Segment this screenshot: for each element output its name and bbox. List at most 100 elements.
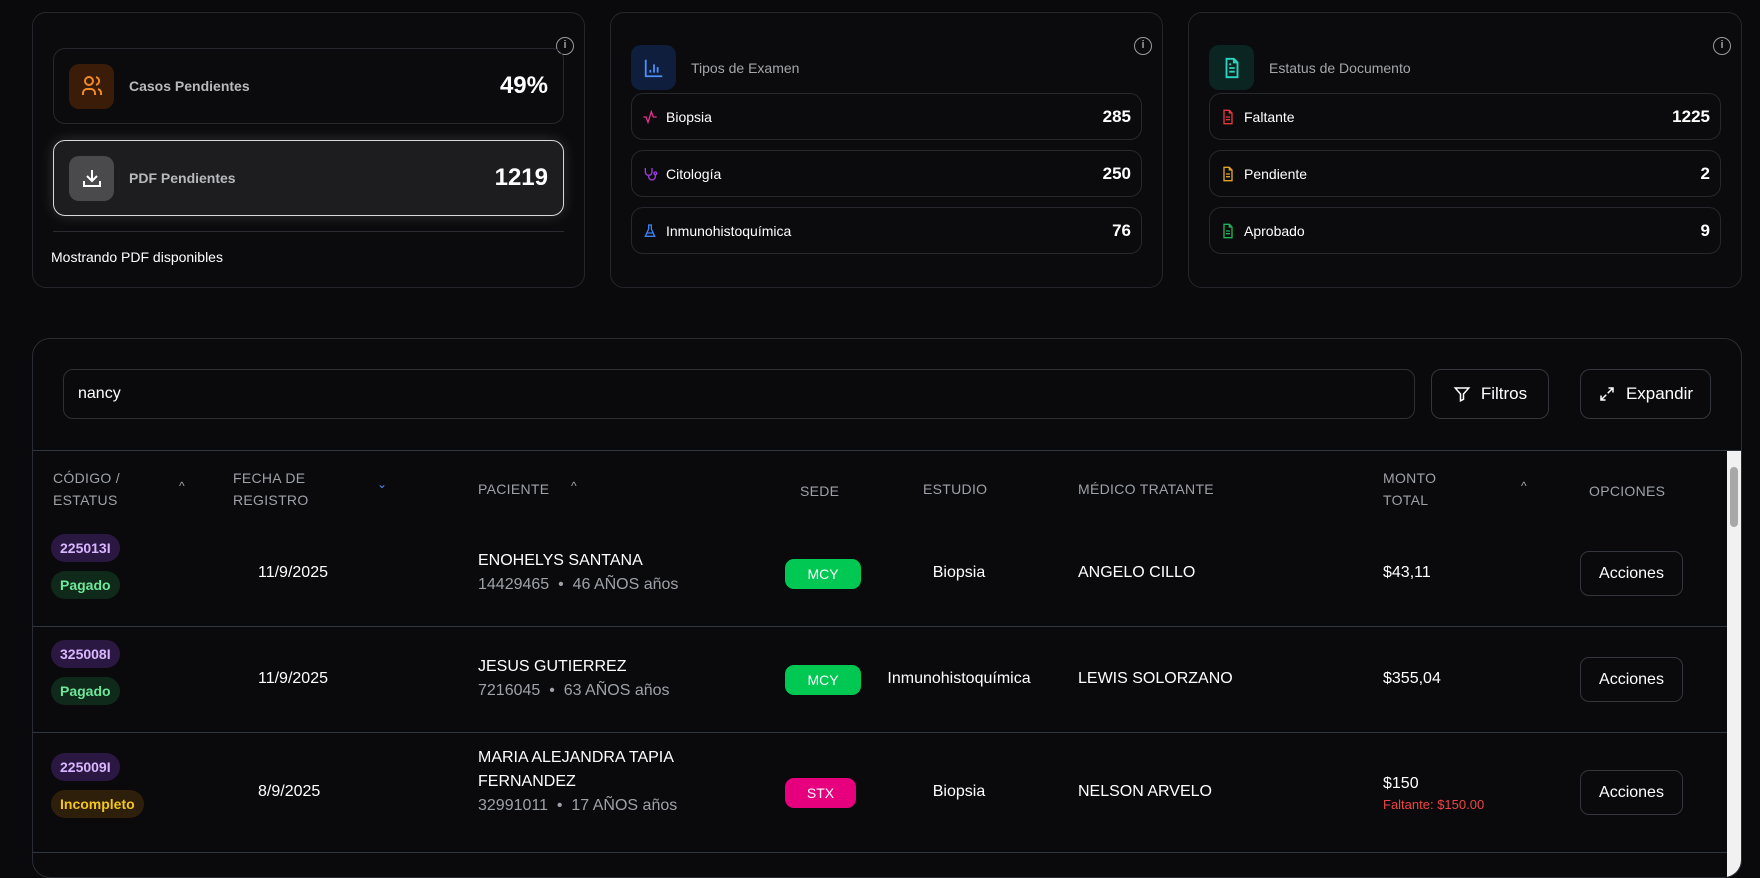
doc-status-pendiente[interactable]: Pendiente 2 [1209,150,1721,197]
patient-id: 14429465 [478,576,550,593]
filter-icon [1453,387,1471,402]
amount-missing: Faltante: $150.00 [1383,797,1485,812]
patient-age: 63 AÑOS años [563,682,670,699]
filters-button[interactable]: Filtros [1431,369,1549,419]
card-title: Estatus de Documento [1269,59,1411,76]
file-icon [1223,223,1233,238]
date: 11/9/2025 [258,670,328,687]
case-code-badge: 225009I [51,753,120,781]
table-row[interactable]: 225013I Pagado 11/9/2025 ENOHELYS SANTAN… [33,521,1729,627]
sort-up-icon[interactable]: ^ [179,479,185,493]
file-icon [1223,109,1233,124]
exam-type-biopsia[interactable]: Biopsia 285 [631,93,1142,140]
doctor: ANGELO CILLO [1078,564,1196,581]
scrollbar[interactable] [1727,451,1741,877]
stat-label: Casos Pendientes [129,78,250,94]
amount: $43,11 [1383,564,1431,581]
info-icon[interactable]: i [1713,37,1731,55]
doc-status-faltante[interactable]: Faltante 1225 [1209,93,1721,140]
date: 8/9/2025 [258,783,321,800]
col-codigo[interactable]: CÓDIGO / ESTATUS [53,470,120,508]
exam-count: 250 [1102,163,1131,183]
doc-label: Aprobado [1244,222,1305,239]
info-icon[interactable]: i [556,37,574,55]
sort-up-icon[interactable]: ^ [1521,479,1527,493]
exam-count: 76 [1112,220,1131,240]
exam-types-card: i Tipos de Examen Biopsia 285 Citología … [610,12,1163,288]
exam-type-citologia[interactable]: Citología 250 [631,150,1142,197]
exam-label: Inmunohistoquímica [666,222,792,239]
doctor: NELSON ARVELO [1078,783,1212,800]
exam-label: Biopsia [666,108,712,125]
stat-value: 1219 [494,164,548,191]
stethoscope-icon [644,167,658,181]
exam-type-inmuno[interactable]: Inmunohistoquímica 76 [631,207,1142,254]
document-status-card: i Estatus de Documento Faltante 1225 Pen… [1188,12,1742,288]
download-icon [69,155,114,201]
casos-pendientes-stat[interactable]: Casos Pendientes 49% [53,48,564,124]
doc-count: 1225 [1672,106,1710,126]
sort-up-icon[interactable]: ^ [571,479,577,493]
actions-button[interactable]: Acciones [1580,551,1683,596]
patient-id: 7216045 [478,682,541,699]
table-row[interactable]: 325008I Pagado 11/9/2025 JESUS GUTIERREZ… [33,627,1729,733]
doc-count: 9 [1700,220,1710,240]
file-text-icon [1209,45,1254,90]
col-estudio: ESTUDIO [923,481,988,497]
status-badge: Incompleto [51,790,144,818]
amount: $355,04 [1383,670,1441,687]
col-paciente[interactable]: PACIENTE [478,481,550,497]
divider [53,231,564,232]
users-icon [69,63,114,109]
patient-name: JESUS GUTIERREZ [478,658,627,675]
sede-badge: STX [785,778,856,808]
study: Inmunohistoquímica [887,670,1031,687]
col-sede: SEDE [800,483,840,499]
doc-label: Faltante [1244,108,1295,125]
patient-age: 17 AÑOS años [571,797,678,814]
patient-name: MARIA ALEJANDRA TAPIA FERNANDEZ [478,749,674,790]
patient-id: 32991011 [478,797,548,814]
divider [33,450,1741,451]
col-fecha[interactable]: FECHA DE REGISTRO [233,470,309,508]
search-value: nancy [78,385,121,402]
patient-name: ENOHELYS SANTANA [478,552,643,569]
case-code-badge: 325008I [51,640,120,668]
exam-count: 285 [1102,106,1131,126]
doctor: LEWIS SOLORZANO [1078,670,1233,687]
scrollbar-thumb[interactable] [1730,467,1738,527]
status-badge: Pagado [51,677,120,705]
doc-label: Pendiente [1244,165,1308,182]
stat-value: 49% [499,72,548,99]
expand-label: Expandir [1625,384,1694,403]
case-code-badge: 225013I [51,534,120,562]
table-row[interactable]: 225009I Incompleto 8/9/2025 MARIA ALEJAN… [33,733,1729,853]
col-opciones: OPCIONES [1589,483,1666,499]
actions-button[interactable]: Acciones [1580,770,1683,815]
expand-button[interactable]: Expandir [1580,369,1711,419]
actions-button[interactable]: Acciones [1580,657,1683,702]
patient-age: 46 AÑOS años [572,576,679,593]
status-badge: Pagado [51,571,120,599]
exam-label: Citología [666,165,722,182]
doc-count: 2 [1700,163,1710,183]
activity-icon [643,109,657,124]
cases-table-panel: nancy Filtros Expandir CÓDIGO / ESTATUS … [32,338,1742,878]
pdf-footer-text: Mostrando PDF disponibles [51,249,223,265]
col-monto[interactable]: MONTO TOTAL [1383,470,1437,508]
search-input[interactable]: nancy [63,369,1415,419]
study: Biopsia [932,783,986,800]
pdf-pendientes-stat[interactable]: PDF Pendientes 1219 [53,140,564,216]
sede-badge: MCY [785,559,861,589]
col-medico: MÉDICO TRATANTE [1078,481,1214,497]
card-title: Tipos de Examen [691,59,800,76]
sede-badge: MCY [785,665,861,695]
flask-icon [644,223,656,237]
info-icon[interactable]: i [1134,37,1152,55]
expand-icon [1600,387,1614,401]
sort-down-icon[interactable]: ⌄ [377,477,388,491]
doc-status-aprobado[interactable]: Aprobado 9 [1209,207,1721,254]
amount: $150 [1383,775,1419,792]
date: 11/9/2025 [258,564,328,581]
pending-summary-card: i Casos Pendientes 49% PDF Pendientes 12… [32,12,585,288]
